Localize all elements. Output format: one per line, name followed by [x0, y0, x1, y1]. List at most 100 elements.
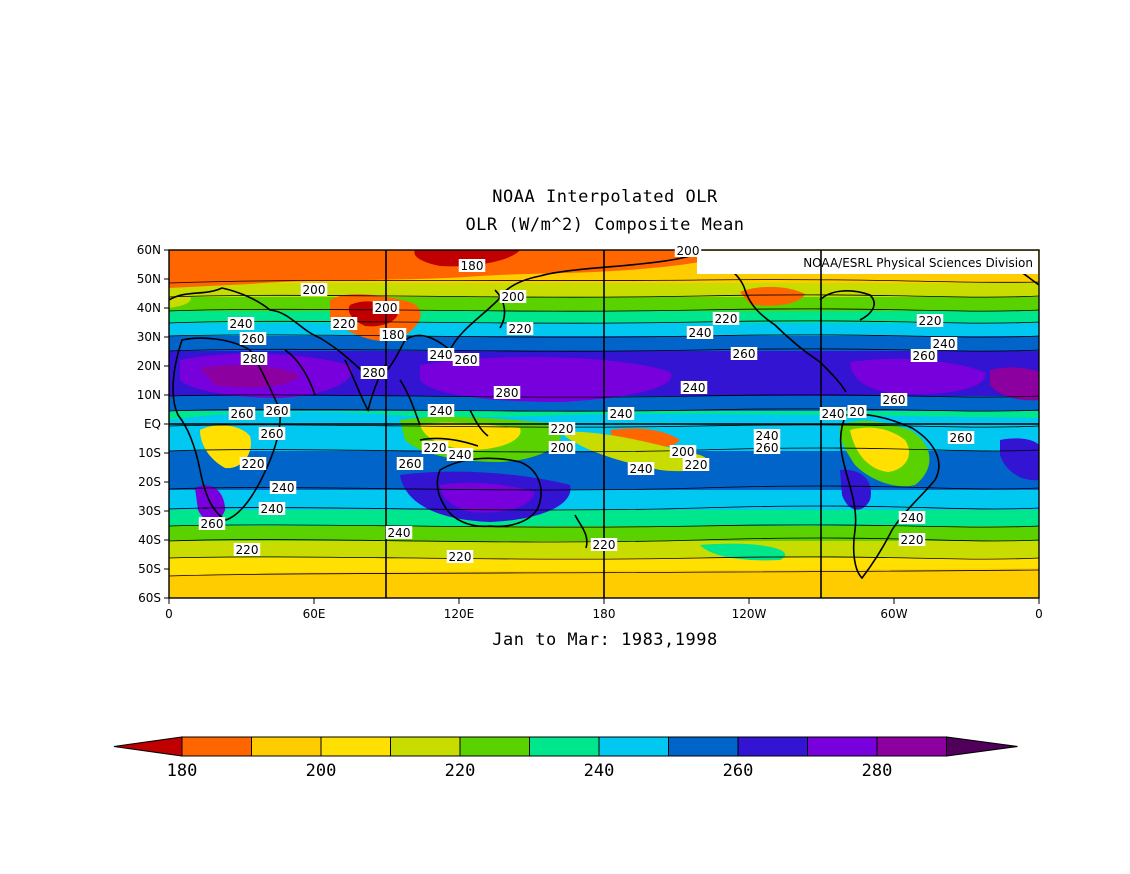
- contour-label: 200: [674, 244, 702, 258]
- lat-tick-label: 40N: [137, 301, 161, 315]
- lat-tick-label: 60N: [137, 243, 161, 257]
- lon-tick-label: 180: [593, 607, 616, 621]
- lon-tick-label: 120W: [732, 607, 767, 621]
- svg-text:220: 220: [509, 322, 532, 336]
- contour-label: 220: [590, 538, 618, 552]
- svg-text:220: 220: [715, 312, 738, 326]
- contour-label: 280: [493, 386, 521, 400]
- svg-text:240: 240: [388, 526, 411, 540]
- coastlines: [169, 251, 1039, 580]
- map-title: NOAA Interpolated OLR: [492, 187, 718, 207]
- svg-text:260: 260: [231, 407, 254, 421]
- svg-text:240: 240: [901, 511, 924, 525]
- contour-label: 260: [452, 353, 480, 367]
- colorbar-label: 180: [167, 761, 198, 781]
- lat-tick-label: EQ: [144, 417, 161, 431]
- colorbar-label: 220: [445, 761, 476, 781]
- contour-label: 220: [898, 533, 926, 547]
- svg-text:240: 240: [756, 429, 779, 443]
- contour-label: 260: [228, 407, 256, 421]
- svg-text:200: 200: [375, 301, 398, 315]
- lat-tick-label: 50S: [138, 562, 161, 576]
- contour-label: 220: [682, 458, 710, 472]
- contour-label: 220: [330, 317, 358, 331]
- svg-text:220: 220: [236, 543, 259, 557]
- svg-text:200: 200: [502, 290, 525, 304]
- lat-tick-label: 30N: [137, 330, 161, 344]
- contour-label: 240: [686, 326, 714, 340]
- time-period-label: Jan to Mar: 1983,1998: [492, 630, 718, 650]
- lat-tick-label: 20S: [138, 475, 161, 489]
- contour-label: 240: [627, 462, 655, 476]
- contour-label: 240: [427, 348, 455, 362]
- colorbar-high-arrow: [946, 736, 1018, 757]
- contour-label: 200: [300, 283, 328, 297]
- colorbar-segment: [390, 736, 461, 757]
- contour-label: 260: [239, 332, 267, 346]
- colorbar-segment: [598, 736, 669, 757]
- contour-label: 260: [396, 457, 424, 471]
- svg-text:260: 260: [242, 332, 265, 346]
- svg-text:20: 20: [849, 405, 864, 419]
- contour-label: 240: [753, 429, 781, 443]
- svg-text:200: 200: [672, 445, 695, 459]
- contour-label: 240: [898, 511, 926, 525]
- svg-text:240: 240: [449, 448, 472, 462]
- contour-label: 240: [269, 481, 297, 495]
- contour-label: 220: [548, 422, 576, 436]
- svg-text:220: 220: [685, 458, 708, 472]
- svg-text:260: 260: [399, 457, 422, 471]
- contour-label: 180: [379, 328, 407, 342]
- colorbar-label: 280: [862, 761, 893, 781]
- contour-label: 220: [506, 322, 534, 336]
- svg-text:200: 200: [551, 441, 574, 455]
- contour-label: 240: [819, 407, 847, 421]
- contour-label: 200: [499, 290, 527, 304]
- colorbar-segment: [737, 736, 808, 757]
- contour-label: 240: [930, 337, 958, 351]
- svg-text:260: 260: [756, 441, 779, 455]
- svg-text:240: 240: [630, 462, 653, 476]
- colorbar: 180 200 220 240 260 280: [113, 736, 1018, 781]
- svg-text:260: 260: [455, 353, 478, 367]
- svg-text:260: 260: [261, 427, 284, 441]
- map-subtitle: OLR (W/m^2) Composite Mean: [465, 215, 745, 235]
- contour-label: 260: [258, 427, 286, 441]
- svg-text:240: 240: [430, 348, 453, 362]
- lon-tick-label: 0: [1035, 607, 1043, 621]
- svg-text:220: 220: [424, 441, 447, 455]
- contour-label: 220: [239, 457, 267, 471]
- lon-tick-label: 60W: [880, 607, 907, 621]
- lon-tick-label: 120E: [444, 607, 475, 621]
- contour-label: 260: [198, 517, 226, 531]
- contour-label: 240: [427, 404, 455, 418]
- colorbar-segment: [320, 736, 391, 757]
- contour-label: 240: [385, 526, 413, 540]
- svg-text:220: 220: [551, 422, 574, 436]
- contour-label: 220: [916, 314, 944, 328]
- colorbar-segment: [807, 736, 878, 757]
- longitude-ticks: 0 60E 120E 180 120W 60W 0: [165, 598, 1043, 621]
- contour-label: 260: [910, 349, 938, 363]
- svg-text:220: 220: [333, 317, 356, 331]
- contour-label: 260: [753, 441, 781, 455]
- svg-text:200: 200: [303, 283, 326, 297]
- colorbar-label: 240: [584, 761, 615, 781]
- contour-label: 220: [233, 543, 261, 557]
- svg-text:240: 240: [822, 407, 845, 421]
- lat-tick-label: 40S: [138, 533, 161, 547]
- lon-tick-label: 0: [165, 607, 173, 621]
- svg-text:240: 240: [430, 404, 453, 418]
- colorbar-label: 260: [723, 761, 754, 781]
- contour-label: 20: [847, 405, 867, 419]
- contour-label: 220: [712, 312, 740, 326]
- contour-label: 200: [669, 445, 697, 459]
- svg-text:260: 260: [950, 431, 973, 445]
- contour-label: 280: [240, 352, 268, 366]
- contour-label: 280: [360, 366, 388, 380]
- lat-tick-label: 30S: [138, 504, 161, 518]
- svg-text:260: 260: [913, 349, 936, 363]
- colorbar-segment: [876, 736, 947, 757]
- svg-text:240: 240: [230, 317, 253, 331]
